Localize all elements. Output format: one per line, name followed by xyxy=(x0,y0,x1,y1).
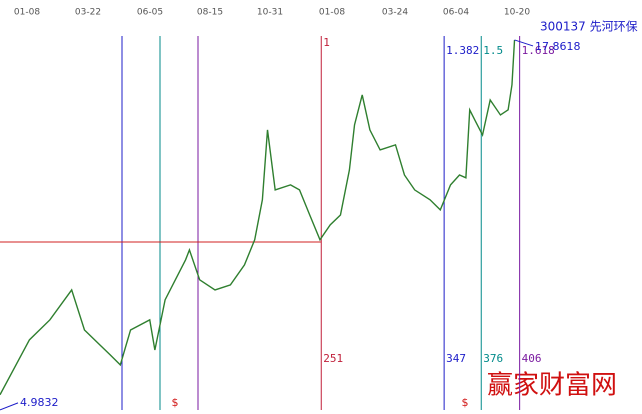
date-label: 01-08 xyxy=(319,8,345,18)
fib-bar: 347 xyxy=(446,352,466,365)
date-label: 01-08 xyxy=(14,8,40,18)
marker: $ xyxy=(462,396,469,409)
date-label: 10-20 xyxy=(504,8,530,18)
date-label: 03-22 xyxy=(75,8,101,18)
date-label: 03-24 xyxy=(382,8,408,18)
high-pointer xyxy=(514,39,534,47)
low-pointer xyxy=(0,402,19,411)
date-label: 06-05 xyxy=(137,8,163,18)
fib-ratio: 1.618 xyxy=(522,44,555,57)
date-label: 08-15 xyxy=(197,8,223,18)
fib-bar: 376 xyxy=(483,352,503,365)
fib-ratio: 1.5 xyxy=(483,44,503,57)
high-label: 17.8618 xyxy=(535,40,581,53)
fib-bar: 251 xyxy=(323,352,343,365)
fib-ratio: 1 xyxy=(323,36,330,49)
fib-ratio: 1.382 xyxy=(446,44,479,57)
price-line xyxy=(0,39,516,396)
fib-bar: 406 xyxy=(522,352,542,365)
watermark: 赢家财富网 xyxy=(487,371,617,401)
low-label: 4.9832 xyxy=(20,396,59,409)
marker: $ xyxy=(172,396,179,409)
date-label: 06-04 xyxy=(443,8,469,18)
date-label: 10-31 xyxy=(257,8,283,18)
chart-title: 300137 先河环保 xyxy=(540,20,638,34)
